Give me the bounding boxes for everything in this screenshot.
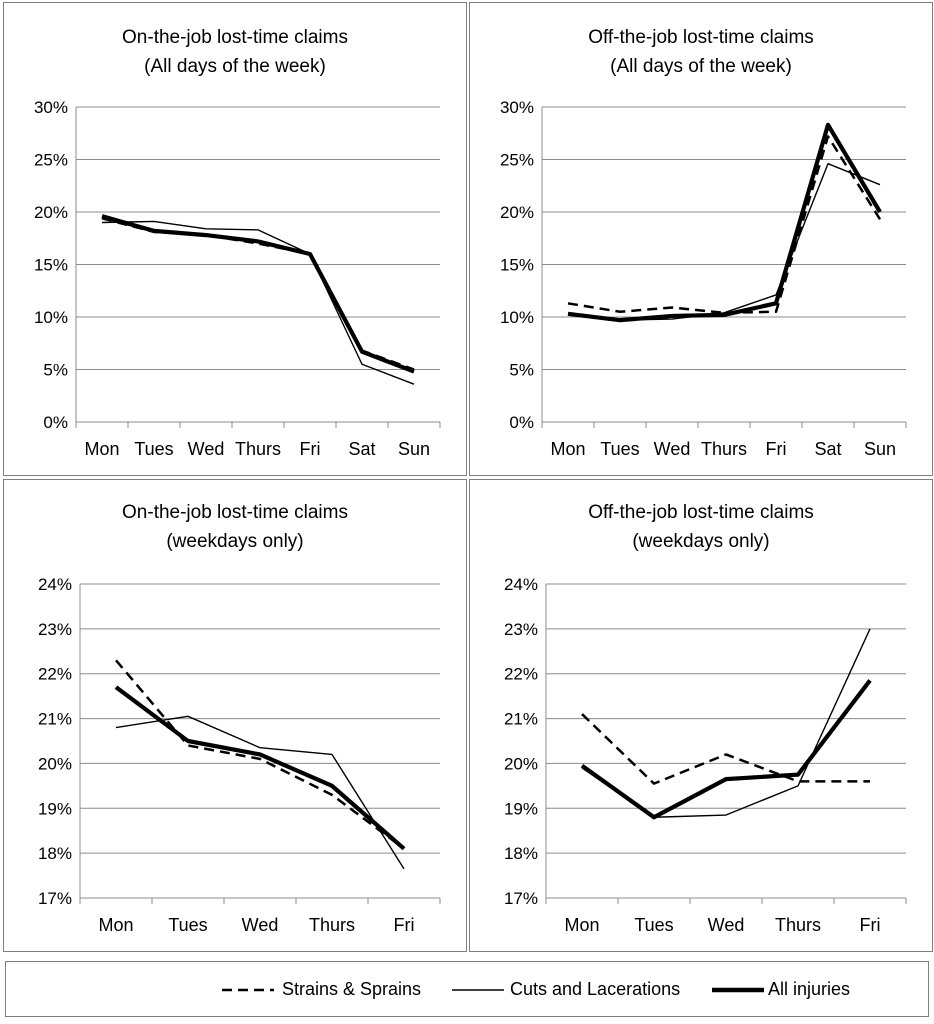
x-tick-label: Sun xyxy=(398,439,430,459)
series-line-dashed xyxy=(581,713,870,785)
chart-plot-area: 0% 5% 10% 15% 20% 25% 30% Mon Tues Wed Thurs Fri Sat… xyxy=(500,98,907,459)
chart-plot-area: 17% 18% 19% 20% 21% 22% 23% 24% Mon Tues Wed Thurs F… xyxy=(38,575,441,935)
x-tick-label: Thurs xyxy=(309,915,355,935)
y-tick-label: 23% xyxy=(504,620,538,639)
series-line-thick xyxy=(101,214,415,374)
x-tick-label: Mon xyxy=(84,439,119,459)
y-tick-label: 20% xyxy=(504,754,538,773)
y-tick-label: 24% xyxy=(38,575,72,594)
x-tick-label: Sat xyxy=(814,439,841,459)
x-tick-label: Sat xyxy=(348,439,375,459)
chart-title-line2: (All days of the week) xyxy=(610,56,792,77)
y-tick-label: 22% xyxy=(38,665,72,684)
x-tick-label: Tues xyxy=(600,439,639,459)
y-tick-label: 5% xyxy=(509,361,534,380)
chart-title-line2: (weekdays only) xyxy=(166,531,304,552)
legend-label: All injuries xyxy=(768,979,851,999)
y-tick-label: 10% xyxy=(34,308,68,327)
series-line-thick xyxy=(580,679,872,820)
x-tick-label: Wed xyxy=(654,439,691,459)
series-line-thin xyxy=(115,715,405,870)
y-tick-label: 20% xyxy=(34,203,68,222)
y-tick-label: 17% xyxy=(504,889,538,908)
y-tick-label: 21% xyxy=(38,710,72,729)
chart-panel-onjob-allweek: On-the-job lost-time claims (All days of… xyxy=(3,2,467,476)
x-tick-label: Wed xyxy=(708,915,745,935)
chart-legend: Strains & Sprains Cuts and Lacerations A… xyxy=(5,961,929,1017)
series-line-thin xyxy=(567,162,881,321)
x-tick-label: Fri xyxy=(394,915,415,935)
y-tick-label: 20% xyxy=(38,754,72,773)
chart-panel-onjob-weekdays: On-the-job lost-time claims (weekdays on… xyxy=(3,479,467,952)
x-tick-label: Thurs xyxy=(701,439,747,459)
chart-plot-area: 17% 18% 19% 20% 21% 22% 23% 24% Mon Tues Wed Thurs F… xyxy=(504,575,907,935)
y-tick-label: 21% xyxy=(504,710,538,729)
y-tick-label: 24% xyxy=(504,575,538,594)
x-tick-label: Sun xyxy=(864,439,896,459)
y-tick-label: 30% xyxy=(500,98,534,117)
x-tick-label: Thurs xyxy=(775,915,821,935)
x-tick-label: Tues xyxy=(134,439,173,459)
y-tick-label: 23% xyxy=(38,620,72,639)
y-tick-label: 19% xyxy=(38,799,72,818)
y-tick-label: 0% xyxy=(43,413,68,432)
y-tick-label: 30% xyxy=(34,98,68,117)
x-tick-label: Fri xyxy=(300,439,321,459)
legend-swatch-thin xyxy=(452,989,504,991)
y-tick-label: 15% xyxy=(34,256,68,275)
series-line-thick xyxy=(114,685,406,851)
chart-title-line1: Off-the-job lost-time claims xyxy=(588,502,814,523)
chart-plot-area: 0% 5% 10% 15% 20% 25% 30% Mon Tues Wed Thurs Fri Sat… xyxy=(34,98,441,459)
legend-swatch-thick xyxy=(712,987,764,993)
chart-title-line1: Off-the-job lost-time claims xyxy=(588,27,814,48)
series-line-thick xyxy=(567,122,882,323)
chart-panel-offjob-allweek: Off-the-job lost-time claims (All days o… xyxy=(469,2,933,476)
y-tick-label: 18% xyxy=(504,844,538,863)
chart-panel-offjob-weekdays: Off-the-job lost-time claims (weekdays o… xyxy=(469,479,933,952)
y-tick-label: 20% xyxy=(500,203,534,222)
y-tick-label: 15% xyxy=(500,256,534,275)
legend-swatch-dashed xyxy=(222,988,274,992)
series-line-thin xyxy=(581,628,871,818)
legend-label: Cuts and Lacerations xyxy=(510,979,681,999)
x-tick-label: Tues xyxy=(168,915,207,935)
y-tick-label: 18% xyxy=(38,844,72,863)
y-tick-label: 10% xyxy=(500,308,534,327)
x-tick-label: Wed xyxy=(188,439,225,459)
x-tick-label: Thurs xyxy=(235,439,281,459)
chart-title-line2: (weekdays only) xyxy=(632,531,770,552)
x-tick-label: Mon xyxy=(564,915,599,935)
y-tick-label: 0% xyxy=(509,413,534,432)
x-tick-label: Fri xyxy=(766,439,787,459)
y-tick-label: 25% xyxy=(500,151,534,170)
x-tick-label: Mon xyxy=(98,915,133,935)
legend-label: Strains & Sprains xyxy=(282,979,422,999)
x-tick-label: Fri xyxy=(860,915,881,935)
series-line-dashed xyxy=(567,135,882,315)
y-tick-label: 25% xyxy=(34,151,68,170)
y-tick-label: 5% xyxy=(43,361,68,380)
x-tick-label: Mon xyxy=(550,439,585,459)
y-tick-label: 17% xyxy=(38,889,72,908)
chart-title-line1: On-the-job lost-time claims xyxy=(122,502,348,523)
x-tick-label: Tues xyxy=(634,915,673,935)
y-tick-label: 19% xyxy=(504,799,538,818)
y-tick-label: 22% xyxy=(504,665,538,684)
chart-title-line1: On-the-job lost-time claims xyxy=(122,27,348,48)
x-tick-label: Wed xyxy=(242,915,279,935)
series-line-dashed xyxy=(115,659,405,850)
series-line-thin xyxy=(101,220,415,385)
chart-title-line2: (All days of the week) xyxy=(144,56,326,77)
